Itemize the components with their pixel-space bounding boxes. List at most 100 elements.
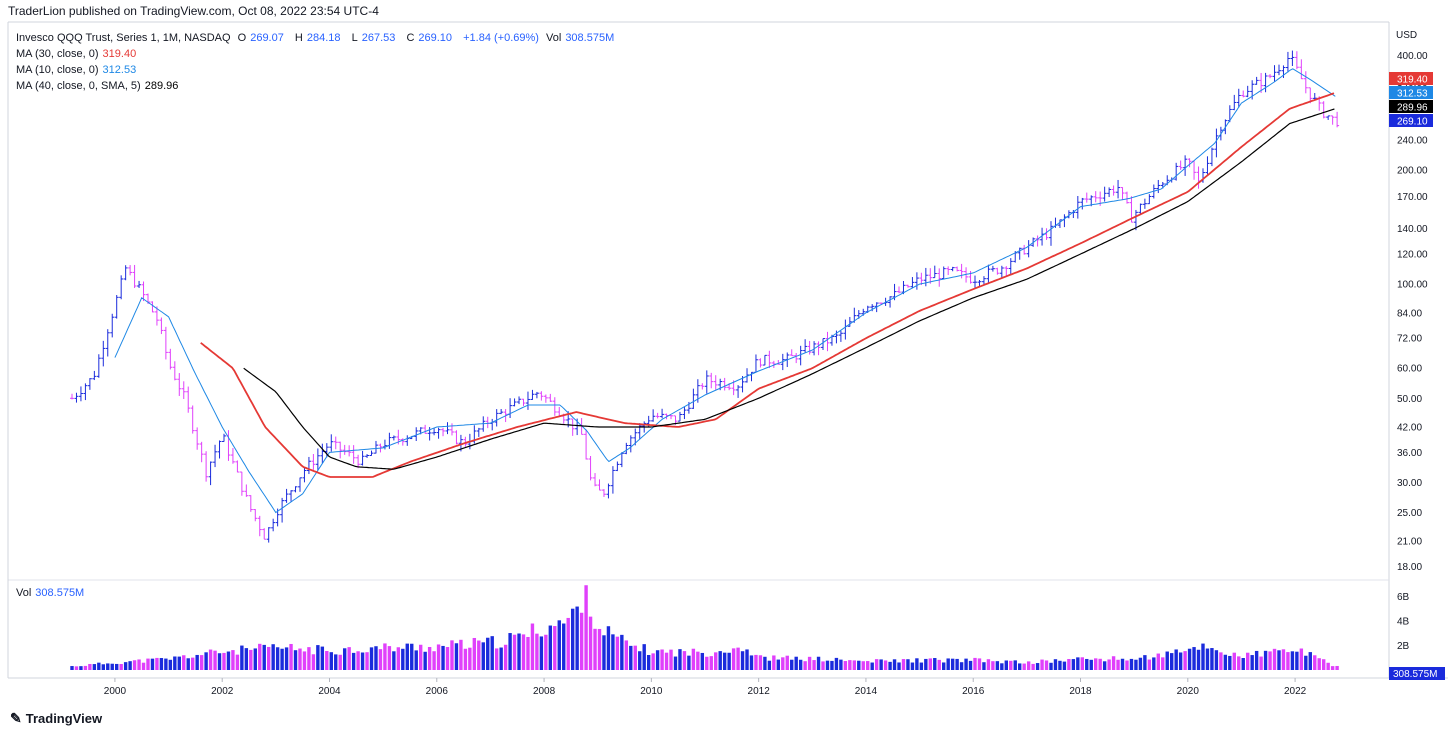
volume-bar: [392, 651, 396, 670]
volume-bar: [325, 651, 329, 670]
volume-bar: [258, 643, 262, 670]
volume-bar: [812, 660, 816, 670]
volume-bar: [705, 656, 709, 670]
volume-bar: [266, 646, 271, 670]
price-bar: [1312, 93, 1317, 100]
price-bar: [485, 416, 490, 429]
volume-bar: [772, 655, 776, 670]
volume-bar: [696, 651, 700, 670]
price-bar: [905, 284, 910, 288]
volume-bar: [915, 658, 919, 670]
volume-bar: [924, 658, 928, 670]
volume-bar: [1228, 655, 1232, 670]
volume-bar: [329, 652, 333, 670]
volume-bar: [584, 585, 588, 670]
price-bar: [508, 398, 513, 419]
price-badge-label: 319.40: [1397, 75, 1428, 86]
price-bar: [1084, 192, 1089, 203]
price-bar: [181, 381, 186, 399]
volume-bar: [834, 657, 839, 670]
price-bar: [682, 406, 687, 420]
volume-bar: [995, 661, 1000, 670]
volume-bar: [1170, 653, 1174, 670]
price-bar: [928, 268, 933, 284]
price-bar: [239, 471, 244, 496]
volume-bar: [1317, 658, 1321, 670]
price-bar: [1259, 72, 1264, 93]
volume-bar: [709, 656, 713, 670]
indicator-ma40[interactable]: MA (40, close, 0, SMA, 5) 289.96: [16, 80, 178, 92]
volume-bar: [620, 634, 624, 670]
volume-bar: [1223, 654, 1228, 670]
price-bar: [217, 440, 222, 459]
volume-bar: [101, 664, 105, 670]
price-bar: [660, 408, 665, 419]
price-bar: [284, 488, 289, 503]
price-bar: [1196, 166, 1201, 189]
price-bar: [177, 373, 182, 396]
volume-bar: [986, 659, 991, 670]
price-bar: [315, 448, 320, 470]
price-bar: [758, 358, 763, 368]
price-bar: [293, 486, 298, 493]
volume-bar: [642, 644, 646, 670]
price-bar: [1209, 147, 1214, 167]
price-bar: [1285, 51, 1290, 73]
price-bar: [1205, 156, 1210, 175]
price-badge-label: 269.10: [1397, 117, 1428, 128]
volume-bar: [405, 643, 409, 670]
volume-bar: [342, 648, 347, 670]
volume-bar: [249, 649, 253, 670]
price-bar: [762, 354, 767, 366]
price-bar: [964, 267, 969, 283]
volume-bar: [486, 637, 490, 670]
volume-bar: [356, 651, 360, 670]
tradingview-logo[interactable]: ✎ TradingView: [10, 710, 103, 726]
volume-bar: [1205, 648, 1210, 670]
price-badge-bg: [1389, 86, 1433, 99]
volume-bar: [861, 661, 865, 670]
volume-bar: [1232, 652, 1236, 670]
volume-bar: [673, 656, 678, 670]
volume-bar: [1286, 652, 1290, 670]
volume-bar: [1107, 659, 1111, 670]
price-axis-tick: 60.00: [1397, 364, 1422, 375]
price-bar: [257, 515, 262, 537]
price-axis-tick: 42.00: [1397, 423, 1422, 434]
volume-bar: [597, 628, 602, 670]
price-bar: [208, 461, 213, 486]
volume-bar: [1018, 663, 1022, 670]
volume-bar: [177, 656, 181, 670]
volume-bar: [798, 659, 803, 670]
volume-bar: [646, 655, 651, 670]
price-bar: [1017, 247, 1022, 260]
price-axis-tick: 25.00: [1397, 508, 1422, 519]
price-bar: [280, 497, 285, 523]
price-bar: [615, 461, 620, 472]
volume-bar: [1053, 659, 1058, 670]
volume-bar: [410, 643, 414, 670]
volume-bar: [401, 648, 405, 670]
price-bar: [445, 422, 450, 435]
volume-bar: [1089, 659, 1093, 670]
price-bar: [731, 380, 736, 396]
volume-bar: [1143, 655, 1147, 670]
volume-bar: [1031, 663, 1035, 670]
price-bar: [1062, 214, 1067, 228]
price-bar: [463, 436, 468, 447]
volume-bar: [418, 644, 423, 670]
price-bar: [937, 268, 942, 287]
price-badge-bg: [1389, 114, 1433, 127]
price-bar: [1075, 196, 1080, 219]
indicator-ma30[interactable]: MA (30, close, 0) 319.40: [16, 48, 136, 60]
price-bar: [1057, 219, 1062, 228]
volume-bar: [123, 662, 128, 670]
price-bar: [888, 296, 893, 308]
volume-bar: [1094, 658, 1098, 670]
ma30-line: [200, 92, 1335, 478]
volume-bar: [557, 620, 561, 670]
price-bar: [910, 277, 915, 289]
price-bar: [1156, 179, 1161, 194]
indicator-ma10[interactable]: MA (10, close, 0) 312.53: [16, 64, 136, 76]
